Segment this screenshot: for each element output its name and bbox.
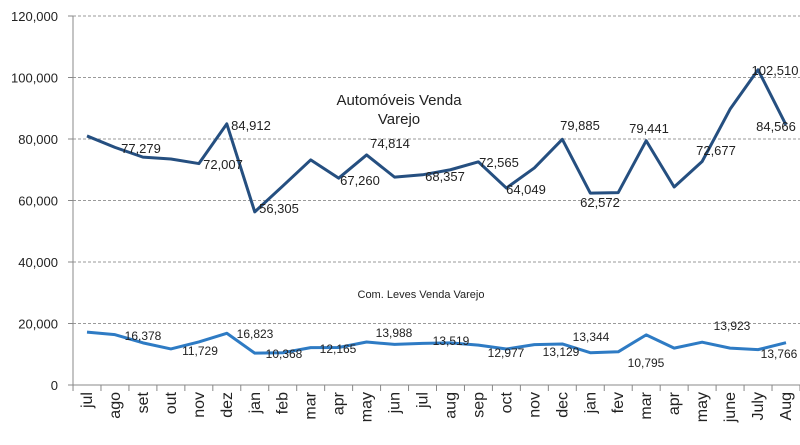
data-label: 72,007 (203, 157, 243, 172)
x-tick-label: dec (554, 392, 571, 418)
x-tick-label: jul (415, 392, 432, 409)
data-label: 74,814 (370, 136, 410, 151)
data-label: 102,510 (752, 63, 799, 78)
series-lines (87, 70, 786, 354)
data-label: 79,441 (629, 121, 669, 136)
data-label: 13,988 (376, 326, 413, 340)
data-label: 72,677 (696, 143, 736, 158)
data-label: 64,049 (506, 182, 546, 197)
x-tick-label: jul (79, 392, 96, 409)
x-tick-label: dez (219, 392, 236, 418)
data-label: 12,977 (488, 346, 525, 360)
x-tick-label: sep (470, 392, 487, 418)
data-label: 13,344 (573, 330, 610, 344)
x-tick-label: Aug (778, 392, 795, 420)
data-label: 16,823 (237, 327, 274, 341)
y-tick-label: 40,000 (18, 255, 58, 270)
x-tick-label: aug (442, 392, 459, 419)
x-tick-label: apr (666, 391, 683, 415)
data-label: 67,260 (340, 173, 380, 188)
series-title-automoveis-line1: Automóveis Venda (336, 92, 462, 109)
data-label: 68,357 (425, 169, 465, 184)
y-tick-label: 80,000 (18, 132, 58, 147)
x-tick-label: out (163, 391, 180, 414)
x-tick-label: July (750, 392, 767, 420)
y-tick-label: 120,000 (11, 9, 58, 24)
x-tick-label: jan (247, 392, 264, 414)
x-tick-label: jun (387, 392, 404, 414)
data-label: 84,912 (231, 118, 271, 133)
x-tick-label: mar (303, 391, 320, 419)
data-label: 72,565 (479, 155, 519, 170)
data-label: 84,566 (756, 119, 796, 134)
x-tick-label: set (135, 391, 152, 413)
data-label: 13,923 (714, 319, 751, 333)
x-tick-label: feb (275, 392, 292, 414)
x-tick-label: mar (638, 391, 655, 419)
x-tick-label: apr (331, 391, 348, 415)
x-tick-label: may (694, 392, 711, 422)
data-label: 13,519 (433, 334, 470, 348)
data-label: 10,368 (266, 347, 303, 361)
data-label: 77,279 (121, 141, 161, 156)
x-tick-label: nov (526, 392, 543, 418)
y-tick-label: 100,000 (11, 71, 58, 86)
y-tick-label: 60,000 (18, 194, 58, 209)
y-axis: 0 20,000 40,000 60,000 80,000 100,000 120,000 (11, 9, 73, 393)
x-tick-label: fev (610, 392, 627, 413)
data-label: 10,795 (628, 356, 665, 370)
x-tick-label: jan (582, 392, 599, 414)
series-title-com-leves: Com. Leves Venda Varejo (358, 289, 485, 301)
y-tick-label: 0 (51, 378, 58, 393)
data-label: 11,729 (182, 344, 218, 358)
data-label: 16,378 (125, 329, 162, 343)
x-tick-label: may (359, 392, 376, 422)
x-tick-label: ago (107, 392, 124, 419)
x-tick-label: nov (191, 392, 208, 418)
x-tick-label: june (722, 392, 739, 423)
data-label: 13,129 (543, 345, 580, 359)
x-tick-label: oct (498, 391, 515, 413)
y-tick-label: 20,000 (18, 317, 58, 332)
data-label: 13,766 (761, 347, 798, 361)
data-label: 62,572 (580, 195, 620, 210)
data-label: 56,305 (259, 201, 299, 216)
data-label: 12,165 (320, 342, 357, 356)
series-title-automoveis-line2: Varejo (378, 111, 420, 128)
data-label: 79,885 (560, 118, 600, 133)
